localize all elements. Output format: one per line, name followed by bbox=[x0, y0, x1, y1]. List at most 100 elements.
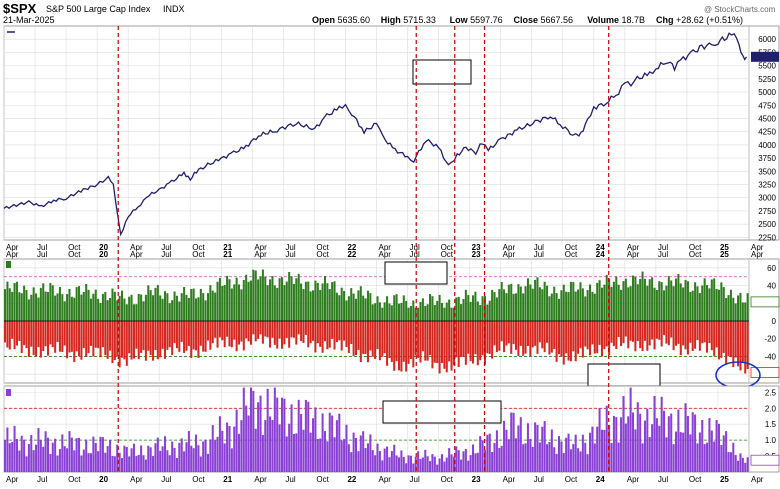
ratio-bar-26 bbox=[66, 448, 69, 472]
bulls-bar-248 bbox=[596, 282, 599, 321]
bears-bar-81 bbox=[197, 321, 200, 358]
bulls-bar-125 bbox=[302, 289, 305, 321]
ratio-bar-2 bbox=[8, 443, 11, 472]
ratio-bar-69 bbox=[168, 455, 171, 472]
bears-bar-205 bbox=[493, 321, 496, 346]
bears-bar-22 bbox=[56, 321, 59, 342]
bulls-bar-131 bbox=[316, 282, 319, 321]
bears-bar-178 bbox=[429, 321, 432, 356]
bearish-box bbox=[587, 363, 661, 387]
ratio-bar-252 bbox=[605, 405, 608, 472]
bulls-bar-193 bbox=[464, 289, 467, 321]
ratio-bar-159 bbox=[383, 448, 386, 472]
ratio-bar-193 bbox=[464, 449, 467, 472]
bulls-bar-177 bbox=[426, 304, 429, 321]
ratio-bar-275 bbox=[660, 396, 663, 472]
bears-last-tag bbox=[750, 367, 780, 378]
bears-bar-106 bbox=[257, 321, 260, 339]
bulls-bar-266 bbox=[639, 278, 642, 321]
ratio-bar-110 bbox=[266, 388, 269, 472]
bulls-bar-240 bbox=[577, 289, 580, 321]
bulls-bar-94 bbox=[228, 279, 231, 321]
ratio-bar-187 bbox=[450, 454, 453, 472]
ratio-bar-55 bbox=[135, 456, 138, 472]
bulls-bar-74 bbox=[180, 293, 183, 321]
ratio-bar-34 bbox=[85, 439, 88, 472]
bulls-bar-136 bbox=[328, 289, 331, 321]
bears-bar-103 bbox=[249, 321, 252, 345]
bulls-bar-2 bbox=[8, 288, 11, 321]
bulls-bar-152 bbox=[366, 290, 369, 321]
ratio-bar-190 bbox=[457, 450, 460, 472]
ratio-bar-229 bbox=[550, 429, 553, 472]
bears-bar-66 bbox=[161, 321, 164, 349]
stat-4: Volume 18.7B bbox=[587, 15, 645, 25]
bulls-bar-162 bbox=[390, 305, 393, 321]
bulls-bar-219 bbox=[526, 278, 529, 321]
bears-bar-117 bbox=[283, 321, 286, 345]
bears-bar-119 bbox=[288, 321, 291, 348]
bulls-bar-294 bbox=[706, 285, 709, 321]
ratio-bar-124 bbox=[300, 414, 303, 472]
ratio-bar-61 bbox=[149, 447, 152, 472]
bears-bar-216 bbox=[519, 321, 522, 346]
bulls-bar-79 bbox=[192, 288, 195, 321]
bulls-bar-119 bbox=[288, 272, 291, 321]
bears-bar-282 bbox=[677, 321, 680, 344]
bulls-bar-24 bbox=[61, 294, 64, 321]
bulls-bar-47 bbox=[116, 300, 119, 321]
bears-bar-233 bbox=[560, 321, 563, 357]
bears-bar-260 bbox=[624, 321, 627, 337]
price-xtick-23: 25 bbox=[720, 243, 729, 252]
bulls-bar-277 bbox=[665, 285, 668, 321]
ratio-bar-197 bbox=[474, 453, 477, 472]
ratio-bar-71 bbox=[173, 447, 176, 472]
sentiment-xtick-18: Oct bbox=[565, 250, 578, 259]
ratio-bar-17 bbox=[44, 431, 47, 472]
bears-bar-308 bbox=[739, 321, 742, 371]
ratio-bar-194 bbox=[467, 460, 470, 472]
price-xtick-18: Oct bbox=[565, 243, 578, 252]
ratio-bar-92 bbox=[223, 443, 226, 472]
ratio-xtick-5: Jul bbox=[161, 475, 171, 484]
ratio-bar-304 bbox=[729, 452, 732, 472]
price-ytick-10: 4750 bbox=[758, 101, 776, 110]
ratio-bar-220 bbox=[529, 438, 532, 472]
price-xtick-21: Jul bbox=[658, 243, 668, 252]
bulls-bar-12 bbox=[32, 287, 35, 321]
bulls-bar-302 bbox=[725, 298, 728, 321]
bears-bar-28 bbox=[70, 321, 73, 352]
bears-bar-95 bbox=[230, 321, 233, 348]
ratio-bar-208 bbox=[500, 445, 503, 472]
ratio-bar-223 bbox=[536, 424, 539, 472]
ratio-bar-56 bbox=[137, 454, 140, 472]
bears-bar-107 bbox=[259, 321, 262, 335]
bears-bar-259 bbox=[622, 321, 625, 344]
bears-bar-191 bbox=[460, 321, 463, 358]
bears-bar-222 bbox=[534, 321, 537, 346]
ratio-xtick-0: Apr bbox=[6, 475, 19, 484]
bulls-bar-34 bbox=[85, 283, 88, 321]
ratio-bar-98 bbox=[238, 433, 241, 472]
header-stats: Open 5635.60 High 5715.33 Low 5597.76 Close… bbox=[312, 15, 743, 25]
bulls-bar-68 bbox=[166, 293, 169, 321]
bulls-bar-85 bbox=[206, 293, 209, 321]
sentiment-xtick-19: 24 bbox=[596, 250, 605, 259]
ratio-bar-68 bbox=[166, 450, 169, 472]
bears-bar-125 bbox=[302, 321, 305, 343]
ratio-bar-94 bbox=[228, 425, 231, 472]
ratio-bar-301 bbox=[722, 435, 725, 472]
bulls-bar-195 bbox=[469, 301, 472, 321]
bulls-bar-41 bbox=[101, 293, 104, 321]
bulls-bar-32 bbox=[80, 294, 83, 321]
bulls-bar-237 bbox=[569, 281, 572, 321]
bulls-bar-40 bbox=[99, 302, 102, 321]
ratio-bar-73 bbox=[178, 442, 181, 472]
ratio-xtick-7: 21 bbox=[223, 475, 232, 484]
bulls-bar-157 bbox=[378, 302, 381, 321]
bulls-bar-303 bbox=[727, 295, 730, 321]
bulls-bar-214 bbox=[514, 293, 518, 321]
ratio-bar-181 bbox=[436, 464, 439, 472]
ratio-bar-11 bbox=[30, 434, 33, 472]
bears-bar-219 bbox=[526, 321, 529, 346]
